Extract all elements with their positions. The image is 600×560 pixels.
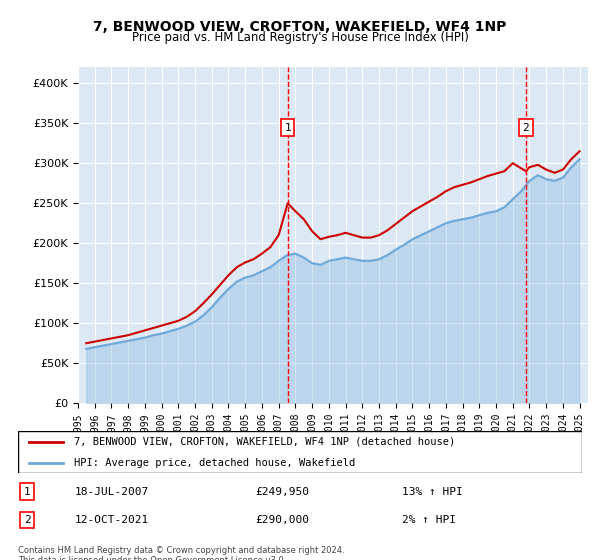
Text: 2: 2 — [23, 515, 31, 525]
Text: 13% ↑ HPI: 13% ↑ HPI — [401, 487, 462, 497]
Text: £249,950: £249,950 — [255, 487, 309, 497]
Text: 1: 1 — [23, 487, 31, 497]
FancyBboxPatch shape — [18, 431, 582, 473]
Text: 1: 1 — [284, 123, 291, 133]
Text: 12-OCT-2021: 12-OCT-2021 — [74, 515, 149, 525]
Text: 7, BENWOOD VIEW, CROFTON, WAKEFIELD, WF4 1NP: 7, BENWOOD VIEW, CROFTON, WAKEFIELD, WF4… — [94, 20, 506, 34]
Text: Contains HM Land Registry data © Crown copyright and database right 2024.
This d: Contains HM Land Registry data © Crown c… — [18, 546, 344, 560]
Text: 18-JUL-2007: 18-JUL-2007 — [74, 487, 149, 497]
Text: 2% ↑ HPI: 2% ↑ HPI — [401, 515, 455, 525]
Text: £290,000: £290,000 — [255, 515, 309, 525]
Text: HPI: Average price, detached house, Wakefield: HPI: Average price, detached house, Wake… — [74, 458, 356, 468]
Text: 7, BENWOOD VIEW, CROFTON, WAKEFIELD, WF4 1NP (detached house): 7, BENWOOD VIEW, CROFTON, WAKEFIELD, WF4… — [74, 437, 455, 447]
Text: 2: 2 — [523, 123, 529, 133]
Text: Price paid vs. HM Land Registry's House Price Index (HPI): Price paid vs. HM Land Registry's House … — [131, 31, 469, 44]
